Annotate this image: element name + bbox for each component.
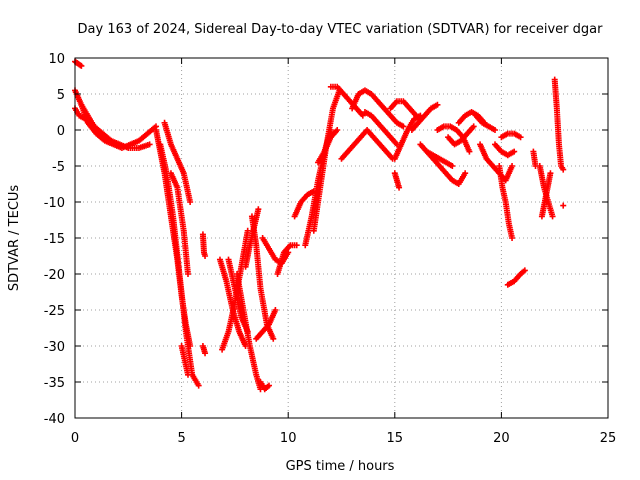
series-track-18 — [253, 307, 279, 342]
series-track-40 — [477, 141, 516, 184]
series-track-37 — [445, 123, 477, 148]
series-track-47 — [538, 170, 554, 220]
series-track-12 — [216, 256, 249, 349]
data-point — [195, 382, 202, 389]
series-track-21 — [274, 242, 300, 277]
series-track-27 — [338, 127, 396, 162]
data-point — [359, 112, 366, 119]
series-track-32 — [391, 170, 403, 191]
series-track-9 — [178, 343, 191, 378]
x-tick-label: 0 — [71, 431, 79, 446]
series-track-34 — [417, 141, 469, 187]
data-point — [517, 134, 524, 141]
y-tick-label: 10 — [48, 52, 65, 67]
y-tick-label: -35 — [44, 376, 65, 391]
axes — [74, 57, 609, 419]
data-point — [466, 148, 473, 155]
series-track-35 — [423, 148, 456, 169]
x-tick-label: 10 — [280, 431, 297, 446]
data-point — [509, 163, 516, 169]
y-axis-label: SDTVAR / TECUs — [7, 185, 22, 292]
series-track-48 — [551, 76, 567, 173]
data-point — [202, 253, 209, 259]
x-tick-label: 15 — [387, 431, 404, 446]
data-point — [266, 382, 273, 389]
series-track-26 — [327, 83, 366, 119]
series-track-33 — [408, 101, 441, 133]
series-track-29 — [361, 109, 400, 148]
series-track-44 — [504, 267, 528, 288]
data-point — [560, 166, 567, 173]
series-track-6 — [157, 141, 202, 389]
data-point — [509, 235, 516, 241]
series-track-15 — [234, 271, 264, 393]
data-point — [255, 206, 262, 213]
data-point — [470, 123, 477, 130]
data-point — [334, 127, 341, 133]
series-track-24 — [310, 87, 343, 234]
series-track-42 — [498, 130, 524, 141]
series-track-22 — [291, 188, 317, 220]
data-point — [78, 62, 85, 69]
data-point — [549, 213, 556, 220]
data-point — [202, 350, 209, 357]
data-point — [244, 227, 251, 234]
x-tick-label: 20 — [493, 431, 510, 446]
x-axis-label: GPS time / hours — [286, 459, 395, 474]
data-point — [396, 184, 403, 191]
x-tick-label: 5 — [177, 431, 185, 446]
series-track-49 — [560, 202, 567, 209]
series-track-43 — [496, 163, 516, 241]
series-track-4 — [78, 101, 98, 130]
data-point — [184, 371, 191, 378]
y-tick-label: -20 — [44, 268, 65, 283]
data-point — [91, 123, 98, 130]
data-point — [272, 307, 279, 313]
y-tick-label: -10 — [44, 196, 65, 211]
series-track-39 — [472, 112, 499, 133]
series-track-41 — [492, 141, 518, 159]
series-track-7 — [161, 119, 194, 205]
data-point — [511, 148, 518, 155]
series-track-17 — [248, 213, 277, 342]
series-track-28 — [349, 87, 407, 130]
data-point — [560, 202, 567, 209]
data-point — [547, 170, 554, 177]
data-point — [521, 267, 528, 274]
x-tick-label: 25 — [600, 431, 617, 446]
y-tick-label: 0 — [57, 124, 65, 139]
chart-title: Day 163 of 2024, Sidereal Day-to-day VTE… — [78, 22, 604, 37]
data-point — [400, 123, 407, 130]
tick-labels: 0 5 10 15 20 25 -40 -35 -30 -25 -20 -15 -10 -5 0 5 10 — [44, 52, 617, 446]
series-track-11 — [199, 343, 209, 357]
series-track-45 — [530, 148, 539, 169]
series-track-8 — [167, 170, 191, 277]
series-track-30 — [387, 98, 420, 119]
y-tick-label: -30 — [44, 340, 65, 355]
y-tick-label: -40 — [44, 412, 65, 427]
series-track-19 — [257, 379, 273, 393]
y-tick-label: -5 — [52, 160, 65, 175]
data-point — [187, 199, 194, 205]
data-point — [146, 141, 153, 148]
series-track-10 — [199, 231, 209, 259]
y-tick-label: -25 — [44, 304, 65, 319]
data-point — [184, 271, 191, 277]
y-tick-label: -15 — [44, 232, 65, 247]
series-track-25 — [315, 127, 341, 166]
data-point — [293, 242, 300, 249]
y-tick-label: 5 — [57, 88, 65, 103]
data-point — [449, 163, 456, 169]
data-point — [492, 127, 499, 133]
data-point — [270, 335, 277, 342]
data-point — [462, 170, 469, 177]
data-point — [434, 101, 441, 108]
